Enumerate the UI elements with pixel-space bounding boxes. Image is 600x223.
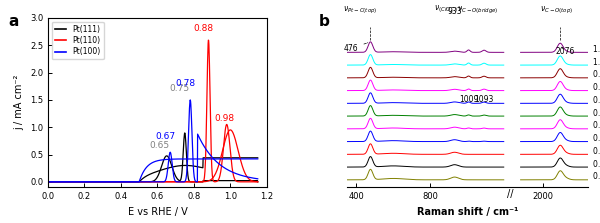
Y-axis label: j / mA cm⁻²: j / mA cm⁻² <box>14 75 25 130</box>
Text: 1.1 V: 1.1 V <box>593 45 600 54</box>
Text: 0.9 V: 0.9 V <box>593 70 600 79</box>
Text: 0.88: 0.88 <box>194 24 214 33</box>
Text: $\nu_{Pt-C(top)}$: $\nu_{Pt-C(top)}$ <box>343 4 377 16</box>
Text: 0.2 V: 0.2 V <box>593 160 600 169</box>
Text: 1093: 1093 <box>475 95 494 104</box>
Text: 0.67: 0.67 <box>155 132 176 141</box>
Text: 0.4 V: 0.4 V <box>593 134 600 143</box>
Text: 0.7 V: 0.7 V <box>593 96 600 105</box>
Text: 0.65: 0.65 <box>149 141 169 150</box>
Text: 0.1 V: 0.1 V <box>593 172 600 181</box>
Text: $\nu_{C-O(top)}$: $\nu_{C-O(top)}$ <box>540 4 573 16</box>
Text: 0.8 V: 0.8 V <box>593 83 600 92</box>
Text: $\nu_{C-O(bridge)}$: $\nu_{C-O(bridge)}$ <box>457 4 499 16</box>
X-axis label: E vs RHE / V: E vs RHE / V <box>128 207 187 217</box>
Text: //: // <box>506 189 513 199</box>
Text: 0.3 V: 0.3 V <box>593 147 600 156</box>
Text: 1.0 V: 1.0 V <box>593 58 600 67</box>
Text: 933: 933 <box>447 7 462 16</box>
Text: 0.78: 0.78 <box>176 79 196 88</box>
Text: b: b <box>319 14 329 29</box>
Text: 0.6 V: 0.6 V <box>593 109 600 118</box>
X-axis label: Raman shift / cm⁻¹: Raman shift / cm⁻¹ <box>417 207 518 217</box>
Text: 0.75: 0.75 <box>169 84 190 93</box>
Text: 0.5 V: 0.5 V <box>593 121 600 130</box>
Text: 0.98: 0.98 <box>214 114 234 123</box>
Legend: Pt(111), Pt(110), Pt(100): Pt(111), Pt(110), Pt(100) <box>52 22 104 59</box>
Text: $\nu_{(ClO_4^-)}$: $\nu_{(ClO_4^-)}$ <box>434 3 459 16</box>
Text: 476: 476 <box>344 43 368 53</box>
Text: a: a <box>8 14 19 29</box>
Text: 2076: 2076 <box>555 47 575 56</box>
Text: 1009: 1009 <box>459 95 478 104</box>
